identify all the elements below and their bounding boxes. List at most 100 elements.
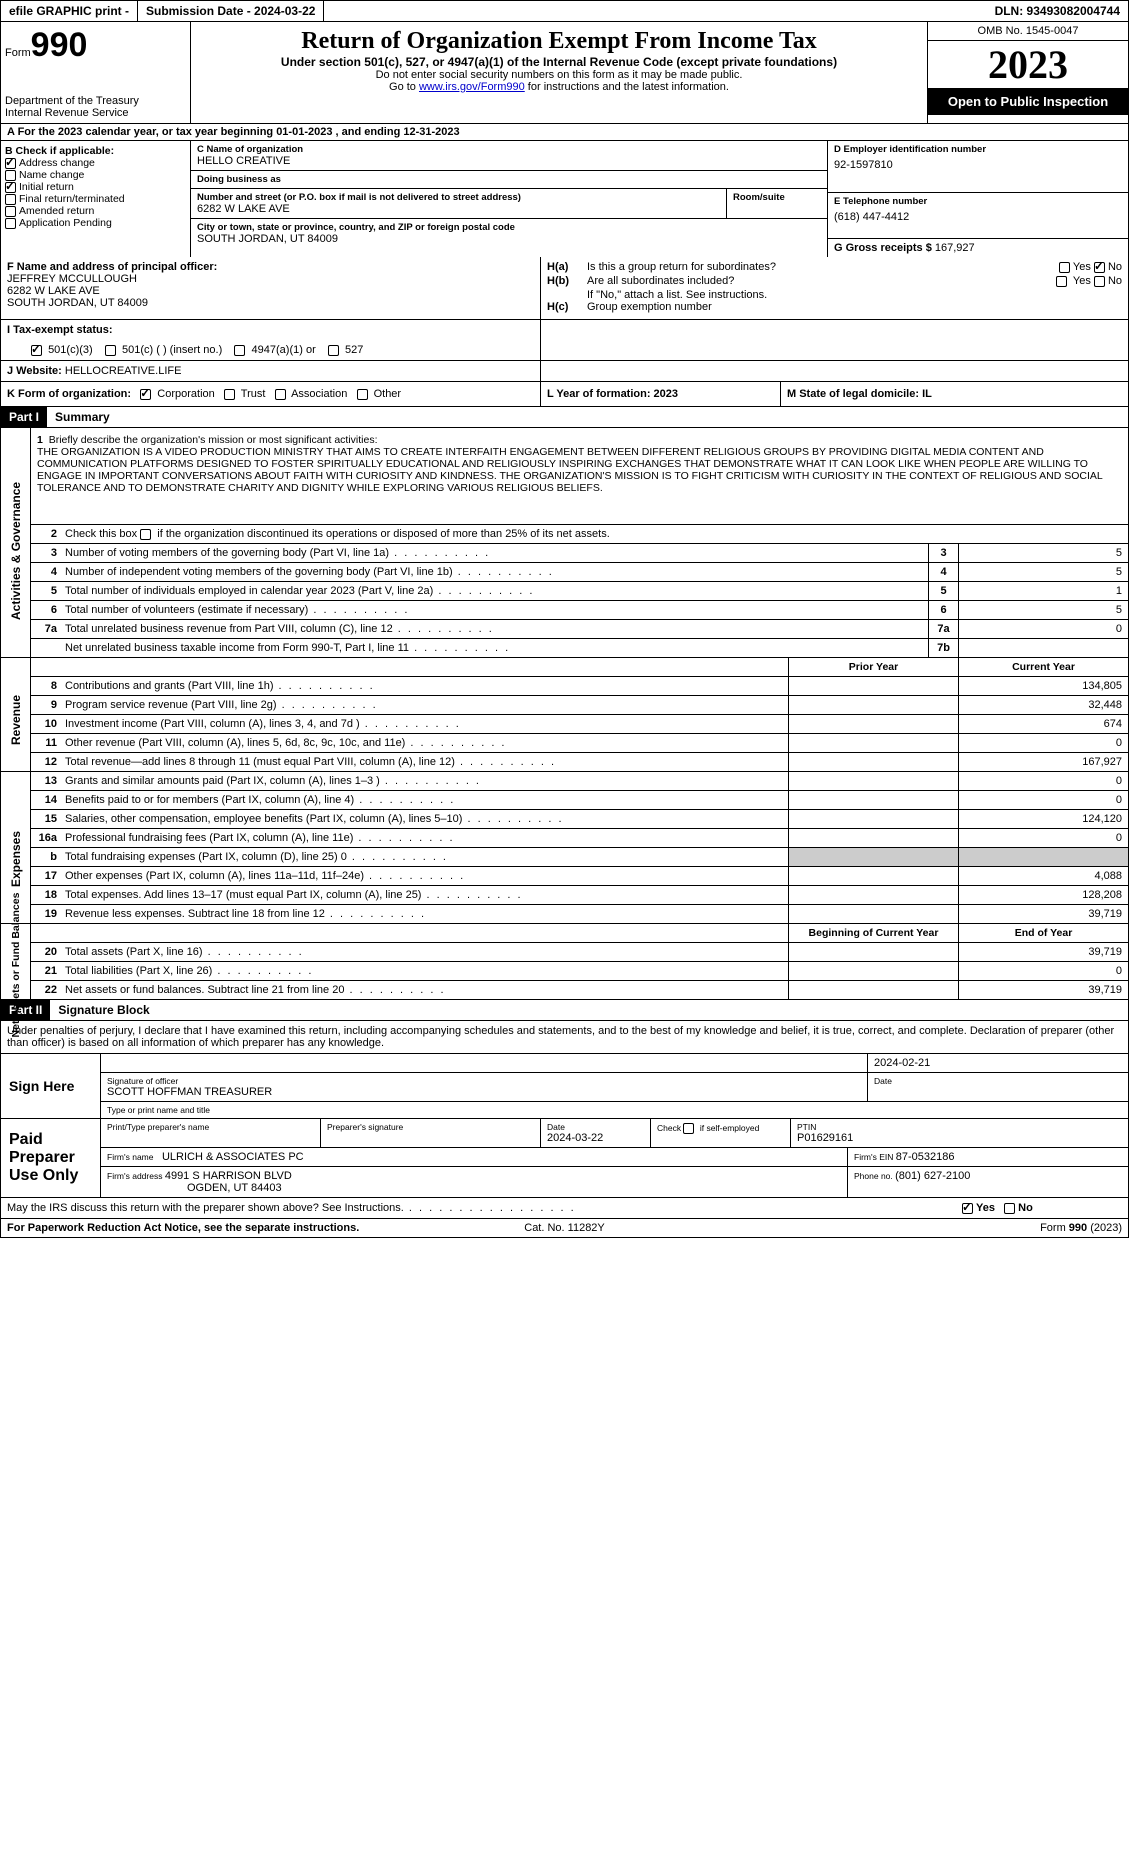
summary-line: 4Number of independent voting members of…: [31, 563, 1128, 582]
discuss-question: May the IRS discuss this return with the…: [7, 1202, 404, 1214]
box-b-item: Address change: [5, 157, 186, 169]
box-d: D Employer identification number 92-1597…: [828, 141, 1128, 257]
part-ii-header: Part II Signature Block: [0, 1000, 1129, 1021]
street-label: Number and street (or P.O. box if mail i…: [197, 192, 720, 203]
row-i: I Tax-exempt status:: [0, 320, 1129, 340]
line-2: Check this box if the organization disco…: [61, 525, 1128, 543]
website-value: HELLOCREATIVE.LIFE: [65, 365, 182, 377]
dept-irs: Internal Revenue Service: [5, 107, 186, 119]
other-checkbox[interactable]: [357, 389, 368, 400]
sig-date: 2024-02-21: [868, 1054, 1128, 1072]
phone-value: (618) 447-4412: [834, 211, 1122, 223]
discuss-no-checkbox[interactable]: [1004, 1203, 1015, 1214]
ein-value: 92-1597810: [834, 159, 1122, 171]
summary-line: 7aTotal unrelated business revenue from …: [31, 620, 1128, 639]
assoc-checkbox[interactable]: [275, 389, 286, 400]
box-b-item: Name change: [5, 169, 186, 181]
summary-line: 5Total number of individuals employed in…: [31, 582, 1128, 601]
hb-yes-checkbox[interactable]: [1056, 276, 1067, 287]
gross-label: G Gross receipts $: [834, 242, 935, 254]
box-b-item: Final return/terminated: [5, 193, 186, 205]
form-header: Form990 Department of the Treasury Inter…: [0, 22, 1129, 124]
form-ref: Form 990 (2023): [750, 1222, 1122, 1234]
527-checkbox[interactable]: [328, 345, 339, 356]
box-b: B Check if applicable: Address changeNam…: [1, 141, 191, 257]
trust-checkbox[interactable]: [224, 389, 235, 400]
checkbox[interactable]: [5, 158, 16, 169]
box-b-item: Application Pending: [5, 217, 186, 229]
4947-checkbox[interactable]: [234, 345, 245, 356]
ha-yes-checkbox[interactable]: [1059, 262, 1070, 273]
gross-value: 167,927: [935, 242, 975, 254]
page-footer: For Paperwork Reduction Act Notice, see …: [0, 1219, 1129, 1238]
box-b-header: B Check if applicable:: [5, 145, 186, 157]
section-expenses: Expenses 13Grants and similar amounts pa…: [0, 772, 1129, 924]
city-value: SOUTH JORDAN, UT 84009: [197, 233, 821, 245]
firm-addr1: 4991 S HARRISON BLVD: [165, 1170, 292, 1182]
checkbox[interactable]: [5, 206, 16, 217]
header-center: Return of Organization Exempt From Incom…: [191, 22, 928, 123]
instructions-link[interactable]: www.irs.gov/Form990: [419, 81, 525, 93]
ha-no-checkbox[interactable]: [1094, 262, 1105, 273]
section-revenue: Revenue b Prior Year Current Year 8Contr…: [0, 658, 1129, 772]
city-label: City or town, state or province, country…: [197, 222, 821, 233]
self-employed-checkbox[interactable]: [683, 1123, 694, 1134]
ssn-note: Do not enter social security numbers on …: [197, 69, 921, 81]
ein-label: D Employer identification number: [834, 144, 1122, 155]
website-label: J Website:: [7, 365, 65, 377]
discontinued-checkbox[interactable]: [140, 529, 151, 540]
summary-line: 8Contributions and grants (Part VIII, li…: [31, 677, 1128, 696]
paperwork-notice: For Paperwork Reduction Act Notice, see …: [7, 1222, 379, 1234]
side-label-na: Net Assets or Fund Balances: [1, 924, 31, 999]
boxes-bcd: B Check if applicable: Address changeNam…: [0, 141, 1129, 257]
summary-line: 16aProfessional fundraising fees (Part I…: [31, 829, 1128, 848]
summary-line: 10Investment income (Part VIII, column (…: [31, 715, 1128, 734]
checkbox[interactable]: [5, 182, 16, 193]
part-ii-label: Part II: [1, 1000, 50, 1020]
501c-checkbox[interactable]: [105, 345, 116, 356]
officer-name: JEFFREY MCCULLOUGH: [7, 273, 534, 285]
row-k-lm: K Form of organization: Corporation Trus…: [0, 382, 1129, 407]
officer-addr2: SOUTH JORDAN, UT 84009: [7, 297, 534, 309]
summary-line: 12Total revenue—add lines 8 through 11 (…: [31, 753, 1128, 771]
501c3-checkbox[interactable]: [31, 345, 42, 356]
submission-date: Submission Date - 2024-03-22: [138, 1, 324, 21]
side-label-rev: Revenue: [1, 658, 31, 771]
end-year-header: End of Year: [958, 924, 1128, 942]
year-formation: L Year of formation: 2023: [547, 388, 678, 400]
efile-label: efile GRAPHIC print -: [1, 1, 138, 21]
hb-no-checkbox[interactable]: [1094, 276, 1105, 287]
open-public: Open to Public Inspection: [928, 88, 1128, 115]
section-netassets: Net Assets or Fund Balances b Beginning …: [0, 924, 1129, 1000]
summary-line: 9Program service revenue (Part VIII, lin…: [31, 696, 1128, 715]
summary-line: 18Total expenses. Add lines 13–17 (must …: [31, 886, 1128, 905]
paid-preparer-label: Paid Preparer Use Only: [1, 1119, 101, 1197]
summary-line: bTotal fundraising expenses (Part IX, co…: [31, 848, 1128, 867]
officer-signature: SCOTT HOFFMAN TREASURER: [107, 1086, 861, 1098]
part-i-label: Part I: [1, 407, 47, 427]
prior-year-header: Prior Year: [788, 658, 958, 676]
summary-line: 17Other expenses (Part IX, column (A), l…: [31, 867, 1128, 886]
top-bar: efile GRAPHIC print - Submission Date - …: [0, 0, 1129, 22]
summary-line: Net unrelated business taxable income fr…: [31, 639, 1128, 657]
signature-block: Under penalties of perjury, I declare th…: [0, 1021, 1129, 1219]
mission-text: THE ORGANIZATION IS A VIDEO PRODUCTION M…: [37, 446, 1102, 494]
firm-name: ULRICH & ASSOCIATES PC: [162, 1151, 304, 1163]
perjury-declaration: Under penalties of perjury, I declare th…: [1, 1021, 1128, 1054]
room-label: Room/suite: [733, 192, 821, 203]
row-f-h: F Name and address of principal officer:…: [0, 257, 1129, 320]
org-name: HELLO CREATIVE: [197, 155, 821, 167]
box-f: F Name and address of principal officer:…: [1, 257, 541, 319]
officer-label: F Name and address of principal officer:: [7, 261, 217, 273]
box-h: H(a) Is this a group return for subordin…: [541, 257, 1128, 319]
street-value: 6282 W LAKE AVE: [197, 203, 720, 215]
corp-checkbox[interactable]: [140, 389, 151, 400]
row-j: J Website: HELLOCREATIVE.LIFE: [0, 361, 1129, 382]
checkbox[interactable]: [5, 218, 16, 229]
side-label-ag: Activities & Governance: [1, 428, 31, 657]
tax-year: 2023: [928, 41, 1128, 88]
current-year-header: Current Year: [958, 658, 1128, 676]
checkbox[interactable]: [5, 194, 16, 205]
section-activities: Activities & Governance 1 Briefly descri…: [0, 428, 1129, 658]
discuss-yes-checkbox[interactable]: [962, 1203, 973, 1214]
